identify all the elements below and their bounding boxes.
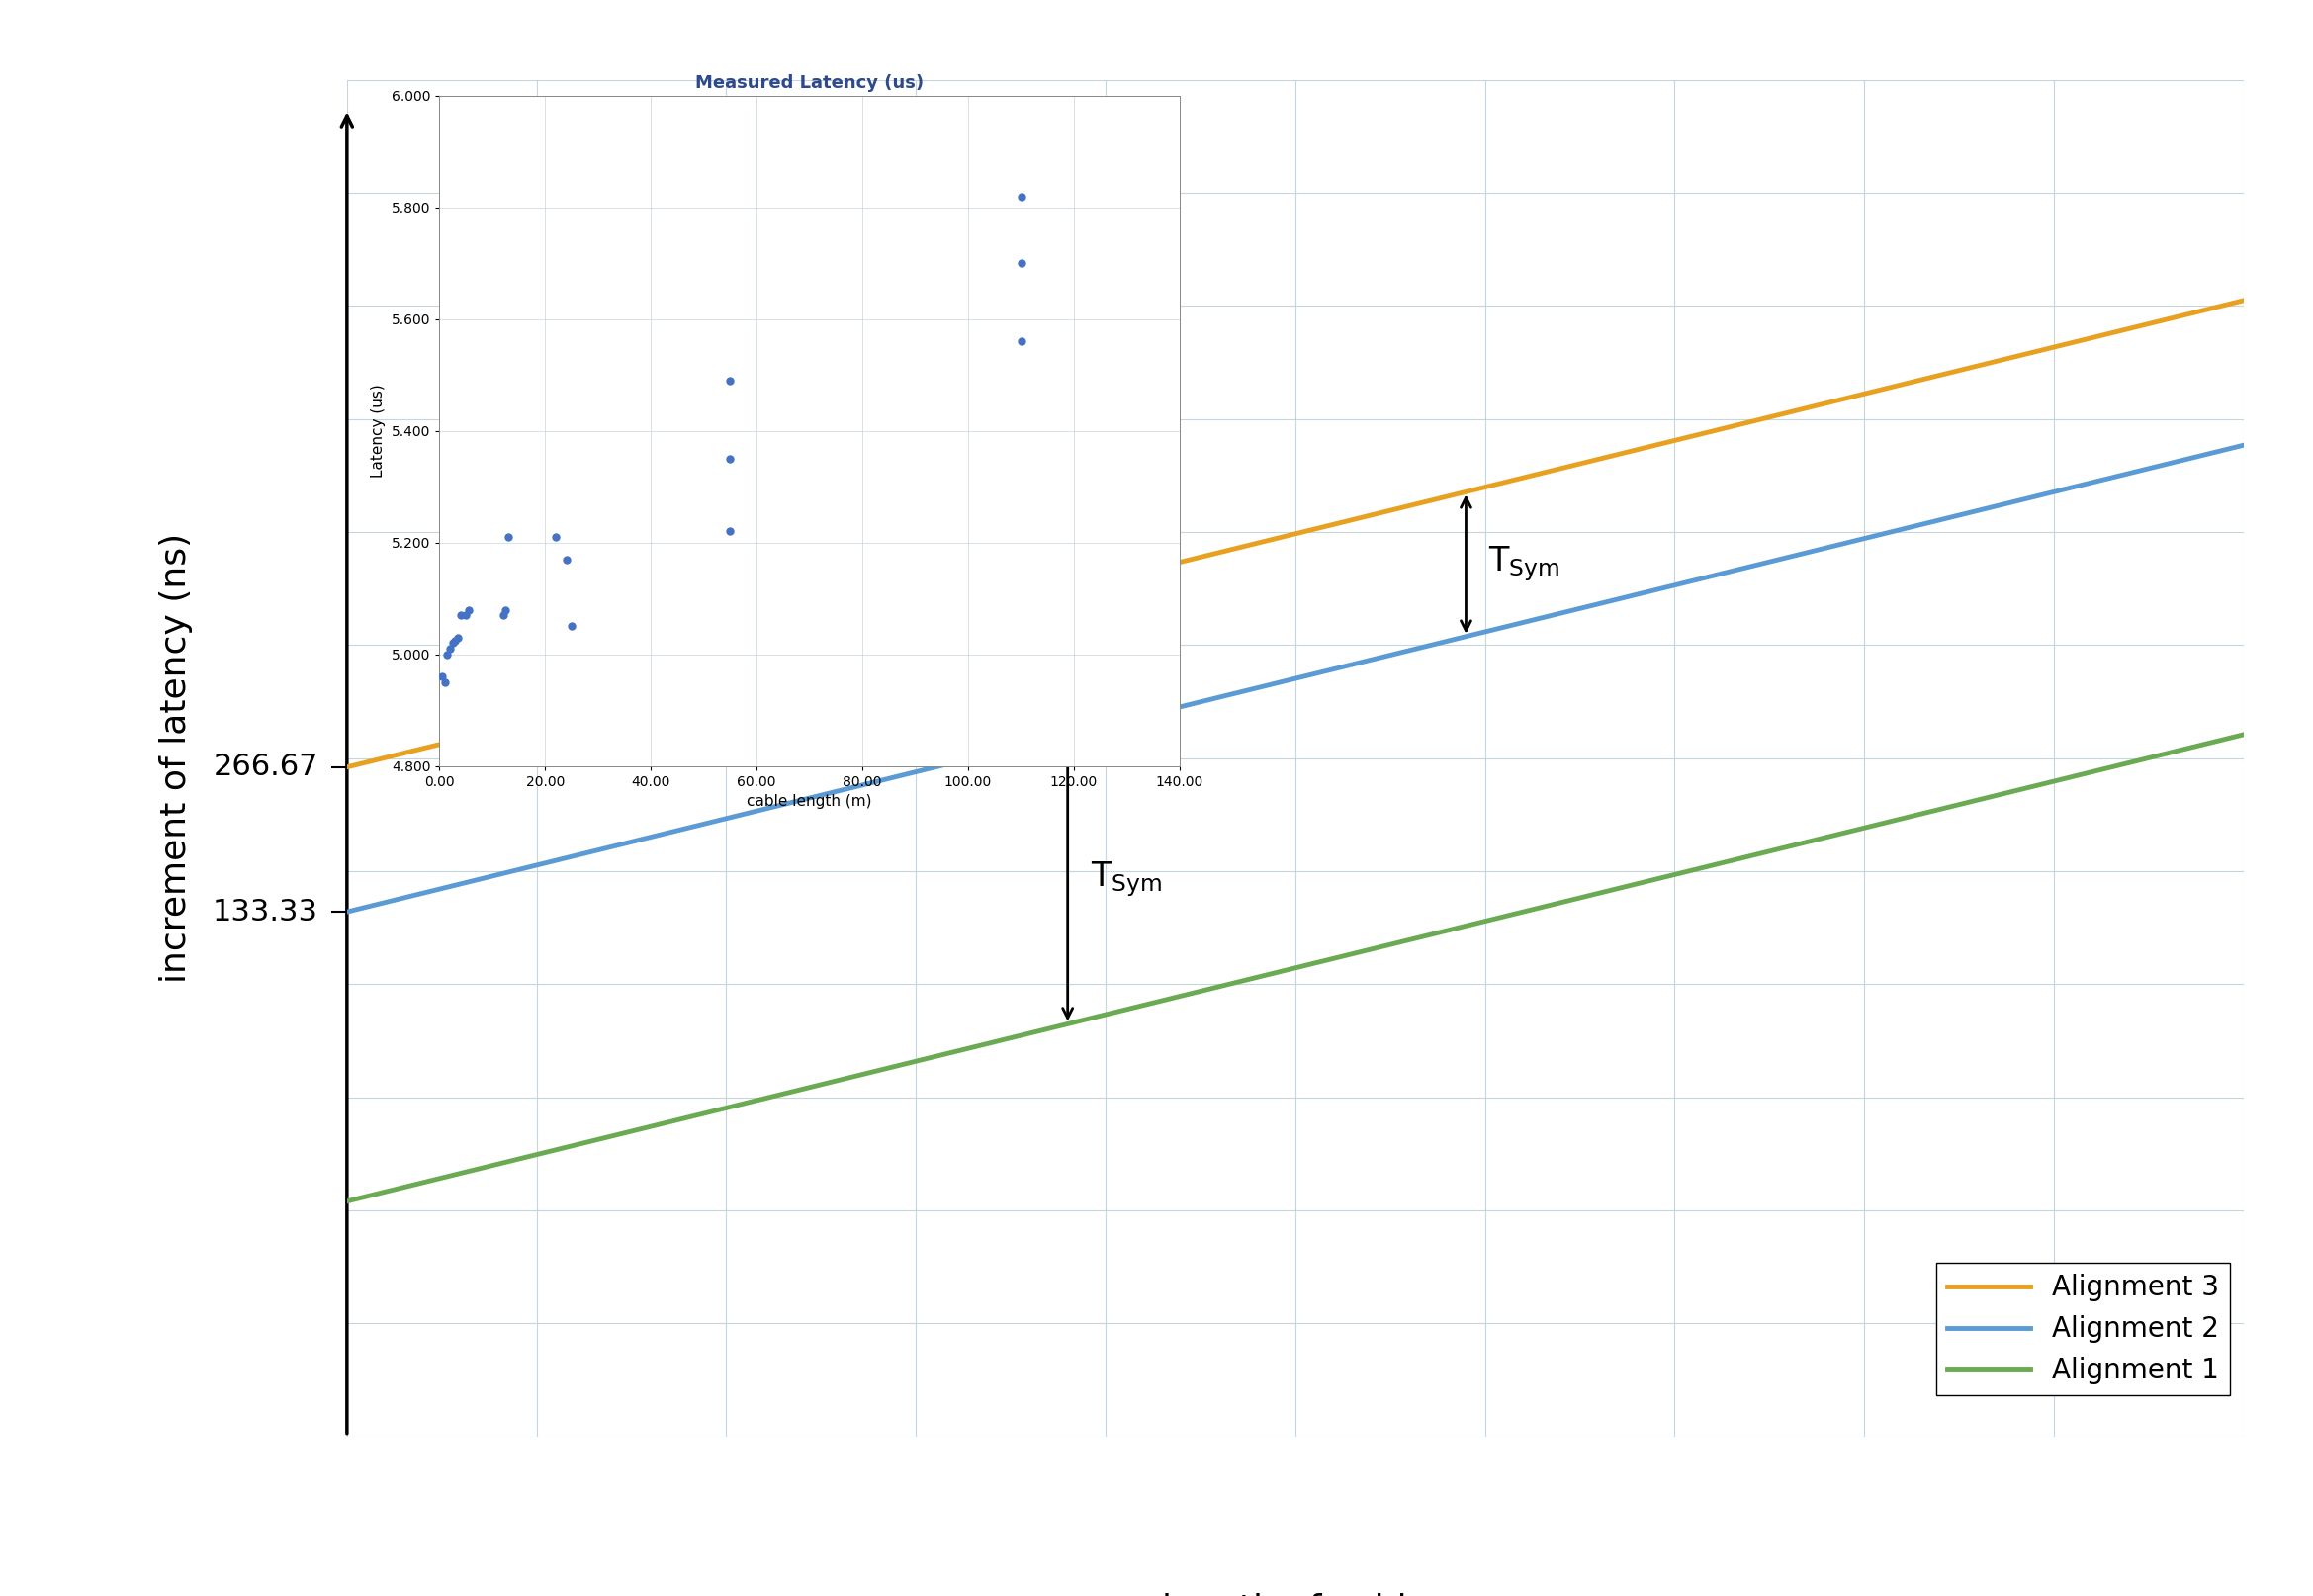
Text: increment of latency (ns): increment of latency (ns) bbox=[160, 533, 192, 983]
Point bbox=[426, 669, 463, 694]
Point bbox=[712, 519, 749, 544]
Point bbox=[490, 523, 527, 549]
Text: T$_{\mathregular{Sym}}$: T$_{\mathregular{Sym}}$ bbox=[1089, 860, 1161, 899]
Point bbox=[712, 445, 749, 471]
Point bbox=[435, 630, 472, 656]
Point bbox=[1002, 251, 1039, 276]
Legend: Alignment 3, Alignment 2, Alignment 1: Alignment 3, Alignment 2, Alignment 1 bbox=[1936, 1262, 2230, 1395]
Point bbox=[433, 637, 470, 662]
Point bbox=[439, 624, 476, 650]
Y-axis label: Latency (us): Latency (us) bbox=[370, 385, 386, 477]
Title: Measured Latency (us): Measured Latency (us) bbox=[696, 73, 923, 91]
Point bbox=[1002, 329, 1039, 354]
Text: 266.67: 266.67 bbox=[213, 753, 319, 782]
Point bbox=[553, 613, 590, 638]
X-axis label: cable length (m): cable length (m) bbox=[747, 795, 872, 809]
Point bbox=[548, 546, 585, 571]
Text: 133.33: 133.33 bbox=[213, 897, 319, 926]
Text: T$_{\mathregular{Sym}}$: T$_{\mathregular{Sym}}$ bbox=[1490, 544, 1561, 584]
Point bbox=[537, 523, 574, 549]
Point bbox=[488, 597, 525, 622]
Point bbox=[437, 627, 474, 653]
Point bbox=[446, 602, 483, 627]
Text: length of cable: length of cable bbox=[1161, 1593, 1429, 1596]
Point bbox=[428, 642, 465, 667]
Point bbox=[1002, 184, 1039, 209]
Point bbox=[442, 602, 479, 627]
Point bbox=[483, 602, 520, 627]
Point bbox=[423, 664, 460, 689]
Point bbox=[451, 597, 488, 622]
Point bbox=[712, 367, 749, 393]
